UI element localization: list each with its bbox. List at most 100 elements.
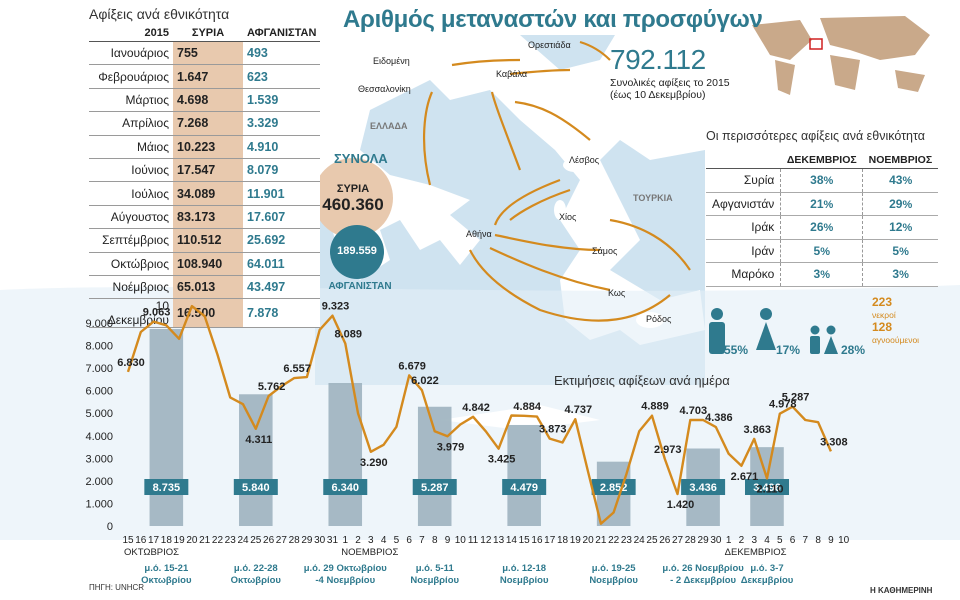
source-note: ΠΗΓΗ: UNHCR [89,583,145,592]
woman-icon [756,322,776,350]
nationality-row: Μαρόκο 3% 3% [706,262,939,287]
bar-value-label: 3.436 [689,482,717,494]
x-tick-label: 20 [186,535,198,546]
december-share: 21% [780,192,863,216]
x-tick-label: 19 [174,535,186,546]
december-share-unit: % [820,245,830,258]
afghanistan-total-value: 189.559 [337,245,377,257]
month-label: ΟΚΤΩΒΡΙΟΣ [124,547,179,558]
bar-category-label: μ.ό. 19-25 [592,563,637,574]
data-point-label: 6.679 [398,360,426,372]
x-tick-label: 26 [659,535,671,546]
bar-value-box [502,479,547,495]
y-tick-label: 1.000 [85,498,113,510]
bar-category-label-2: -4 Νοεμβρίου [315,575,375,586]
daily-arrivals-line [126,304,832,525]
syria-cell: 755 [173,41,243,66]
map-label-thessaloniki: Θεσσαλονίκη [358,84,411,94]
missing-value: 128 [872,320,893,334]
data-point-label: 5.287 [782,392,810,404]
weekly-average-bar [507,424,541,526]
data-point-label: 3.308 [820,436,848,448]
x-tick-label: 5 [777,535,783,546]
bar-value-label: 6.340 [331,482,359,494]
publisher-credit: Η ΚΑΘΗΜΕΡΙΝΗ [870,586,933,595]
x-tick-label: 15 [519,535,531,546]
nationality-header-row: ΔΕΚΕΜΒΡΙΟΣ ΝΟΕΜΒΡΙΟΣ [706,152,939,169]
x-tick-label: 21 [199,535,211,546]
december-share: 26% [780,215,863,240]
arrow-kos [489,247,611,292]
header-year: 2015 [89,25,173,42]
x-tick-label: 6 [790,535,796,546]
afghanistan-total-label: ΑΦΓΑΝΙΣΤΑΝ [328,281,392,292]
arrow-samos [494,233,601,252]
children-percent: 28% [841,343,866,357]
arrivals-row: Φεβρουάριος 1.647 623 [89,64,321,89]
november-share-value: 3 [892,267,900,282]
map-label-kos: Κως [608,288,626,298]
x-tick-label: 25 [646,535,658,546]
syria-total-label: ΣΥΡΙΑ [336,183,370,195]
nationality-name: Ιράκ [706,215,781,240]
december-share-unit: % [823,198,834,211]
x-tick-label: 17 [544,535,556,546]
x-tick-label: 31 [327,535,339,546]
map-label-kavala: Καβάλα [496,69,528,79]
total-arrivals-line2: (έως 10 Δεκεμβρίου) [610,89,706,101]
totals-label: ΣΥΝΟΛΑ [334,151,388,166]
december-share-value: 21 [810,196,824,211]
dead-value: 223 [872,295,893,309]
data-point-label: 9.063 [143,307,171,319]
bar-category-label-2: Νοεμβρίου [410,575,459,586]
november-share: 43% [862,168,939,193]
data-point-label: 2.973 [654,444,682,456]
bar-category-label-2: - 2 Δεκεμβρίου [670,575,736,586]
nationality-name: Συρία [706,168,781,193]
data-point-label: 2.671 [731,471,759,483]
x-tick-label: 4 [764,535,770,546]
data-point-label: 2.110 [757,483,784,495]
afghanistan-bubble [330,225,384,279]
month-label: ΔΕΚΕΜΒΡΙΟΣ [725,547,787,558]
x-tick-label: 7 [803,535,809,546]
syria-total-value: 460.360 [322,195,384,214]
y-tick-label: 4.000 [85,431,113,443]
samos [581,233,599,243]
y-tick-label: 3.000 [85,453,113,465]
header-december: ΔΕΚΕΜΒΡΙΟΣ [780,152,863,169]
map-label-turkey: ΤΟΥΡΚΙΑ [633,193,673,203]
data-point-label: 6.830 [117,357,145,369]
x-tick-label: 18 [161,535,173,546]
syria-cell: 10.223 [173,135,243,159]
data-point-label: 4.842 [462,402,490,414]
bar-category-label: μ.ό. 29 Οκτωβρίου [304,563,388,574]
arrivals-table-title: Αφίξεις ανά εθνικότητα [89,6,230,22]
data-point-label: 3.863 [743,424,771,436]
syria-cell: 108.940 [173,252,243,276]
x-tick-label: 27 [672,535,684,546]
november-share-unit: % [899,245,909,258]
afghanistan-cell: 1.539 [243,88,321,113]
december-share-value: 38 [810,173,824,188]
bar-value-box [144,479,189,495]
bar-category-label: μ.ό. 3-7 [750,563,783,574]
nationality-row: Αφγανιστάν 21% 29% [706,192,939,216]
header-afghanistan: ΑΦΓΑΝΙΣΤΑΝ [243,25,321,42]
total-arrivals-value: 792.112 [610,44,706,75]
arrow-kavala [509,68,571,76]
bar-value-label: 5.287 [421,482,449,494]
map-label-samos: Σάμος [592,246,618,256]
x-tick-label: 28 [289,535,301,546]
nationality-header-blank [706,152,781,169]
x-tick-label: 8 [815,535,821,546]
data-point-label: 1.420 [667,499,695,511]
arrow-lesvos-west [493,178,561,226]
november-share-value: 29 [889,196,903,211]
bar-category-label-2: Νοεμβρίου [500,575,549,586]
syria-cell: 65.013 [173,275,243,300]
syria-cell: 1.647 [173,64,243,89]
december-share-unit: % [823,175,834,188]
x-tick-label: 15 [122,535,134,546]
